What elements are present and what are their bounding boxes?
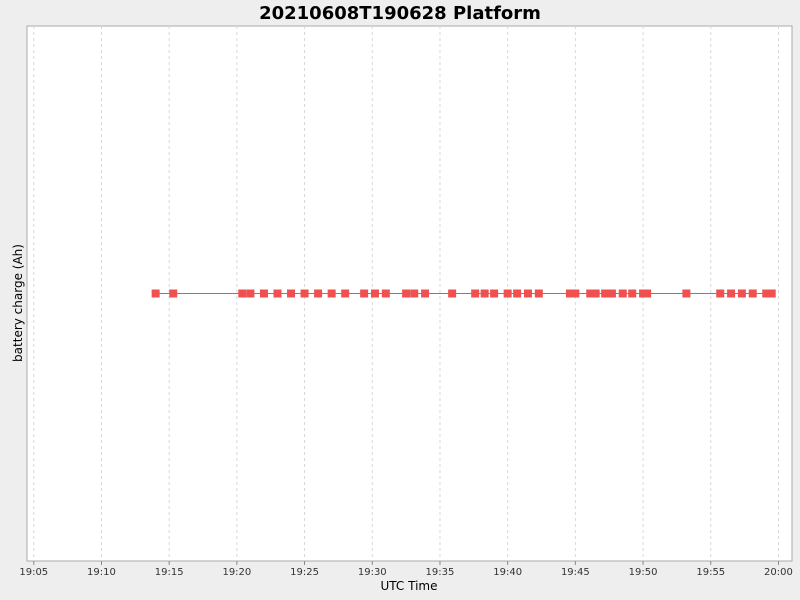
- x-tick-label: 19:30: [358, 567, 387, 578]
- y-axis-label: battery charge (Ah): [11, 244, 25, 362]
- x-tick-label: 19:35: [426, 567, 455, 578]
- x-tick-label: 19:05: [19, 567, 48, 578]
- x-tick-label: 19:25: [290, 567, 319, 578]
- data-point: [341, 289, 350, 298]
- data-point: [727, 289, 736, 298]
- data-point: [370, 289, 379, 298]
- data-point: [490, 289, 499, 298]
- data-point: [421, 289, 430, 298]
- data-point: [586, 289, 595, 298]
- x-tick-label: 19:10: [87, 567, 116, 578]
- chart-title: 20210608T190628 Platform: [259, 3, 541, 24]
- data-point: [762, 289, 771, 298]
- data-point: [591, 289, 600, 298]
- data-point: [246, 289, 255, 298]
- data-point: [628, 289, 637, 298]
- data-point: [607, 289, 616, 298]
- data-point: [259, 289, 268, 298]
- grid-lines: [33, 26, 779, 561]
- x-tick-label: 19:15: [155, 567, 184, 578]
- data-point: [601, 289, 610, 298]
- data-point: [327, 289, 336, 298]
- data-point: [381, 289, 390, 298]
- x-tick-label: 19:40: [493, 567, 522, 578]
- x-tick-label: 19:20: [222, 567, 251, 578]
- data-point: [716, 289, 725, 298]
- data-point: [503, 289, 512, 298]
- data-point: [402, 289, 411, 298]
- data-point: [314, 289, 323, 298]
- data-point: [748, 289, 757, 298]
- data-point: [410, 289, 419, 298]
- data-point: [639, 289, 648, 298]
- data-point: [618, 289, 627, 298]
- data-point: [471, 289, 480, 298]
- series-layer: [151, 289, 776, 298]
- data-point: [682, 289, 691, 298]
- data-point: [571, 289, 580, 298]
- data-point: [737, 289, 746, 298]
- data-point: [513, 289, 522, 298]
- data-point: [534, 289, 543, 298]
- data-point: [523, 289, 532, 298]
- x-tick-label: 19:45: [561, 567, 590, 578]
- data-point: [238, 289, 247, 298]
- data-point: [300, 289, 309, 298]
- data-point: [273, 289, 282, 298]
- x-axis-label: UTC Time: [381, 579, 438, 593]
- data-point: [565, 289, 574, 298]
- x-tick-label: 20:00: [764, 567, 793, 578]
- x-tick-label: 19:55: [696, 567, 725, 578]
- data-point: [480, 289, 489, 298]
- data-point: [643, 289, 652, 298]
- data-point: [767, 289, 776, 298]
- data-point: [360, 289, 369, 298]
- data-point: [151, 289, 160, 298]
- data-point: [448, 289, 457, 298]
- data-point: [169, 289, 178, 298]
- x-tick-label: 19:50: [629, 567, 658, 578]
- data-point: [287, 289, 296, 298]
- x-axis-ticks: 19:05 19:10 19:15 19:20 19:25 19:30 19:35 19:40…: [19, 561, 793, 578]
